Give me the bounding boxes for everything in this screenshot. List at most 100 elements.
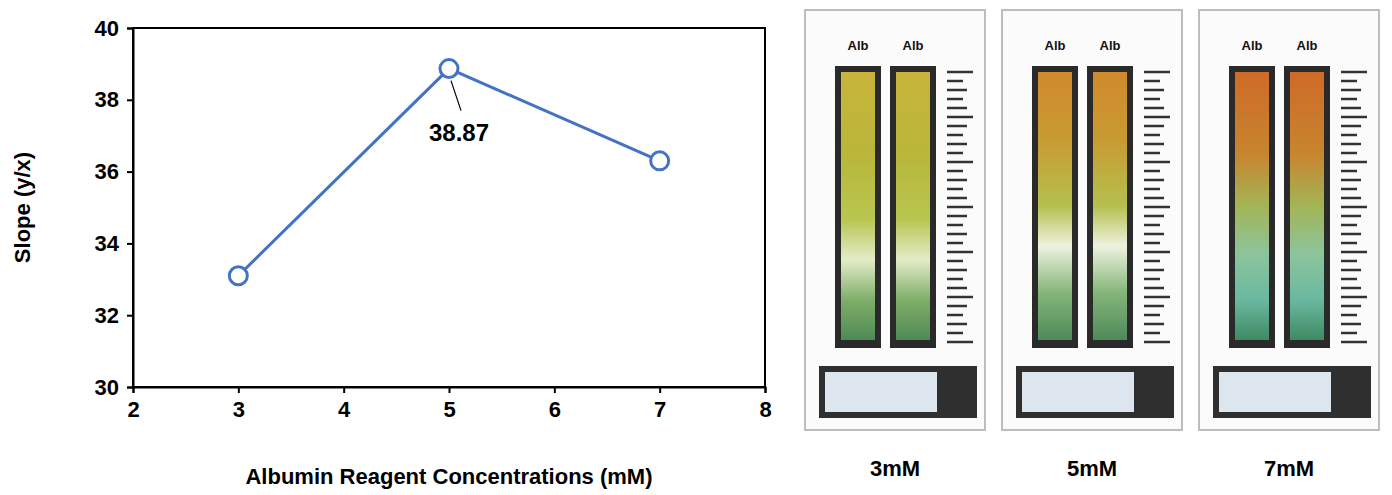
data-point — [440, 60, 458, 78]
ruler-tick — [947, 323, 967, 326]
strip-frame — [1087, 66, 1133, 348]
ruler-tick — [1341, 296, 1367, 299]
lane-label: Alb — [903, 38, 924, 53]
ruler-tick — [1341, 251, 1367, 254]
x-tick-mark — [449, 387, 451, 393]
ruler-tick — [1144, 179, 1164, 182]
ruler-tick — [1341, 125, 1361, 128]
ruler-tick — [1144, 278, 1160, 281]
ruler-tick — [947, 89, 967, 92]
ruler-tick — [947, 341, 973, 344]
ruler-tick — [1144, 188, 1160, 191]
strip-pad — [1038, 72, 1072, 340]
ruler-tick — [1341, 89, 1361, 92]
annotation-leader — [451, 81, 461, 111]
x-tick: 2 — [127, 387, 139, 422]
ruler-tick — [1341, 269, 1361, 272]
x-tick-mark — [659, 387, 661, 393]
ruler-tick — [947, 314, 963, 317]
ruler-tick — [1144, 341, 1170, 344]
ruler-tick — [947, 197, 967, 200]
ruler-tick — [947, 233, 967, 236]
ruler-tick — [1144, 152, 1160, 155]
ruler-tick — [1341, 107, 1361, 110]
card — [1199, 10, 1379, 430]
ruler-tick — [947, 71, 973, 74]
strip-photo: AlbAlb5mM — [1002, 10, 1182, 481]
ruler-tick — [1144, 161, 1170, 164]
ruler-tick — [947, 125, 967, 128]
pad — [1022, 372, 1134, 412]
ruler-tick — [947, 170, 963, 173]
card — [1002, 10, 1182, 430]
x-axis-line — [134, 388, 766, 394]
y-tick-mark — [127, 243, 133, 245]
ruler-tick — [1144, 71, 1170, 74]
ruler-tick — [947, 215, 967, 218]
x-tick-label: 7 — [654, 397, 666, 422]
ruler-tick — [1144, 323, 1164, 326]
ruler-tick — [1144, 314, 1160, 317]
x-tick-label: 2 — [127, 397, 139, 422]
ruler-tick — [1341, 152, 1357, 155]
ruler-tick — [1144, 80, 1160, 83]
ruler-tick — [1341, 287, 1361, 290]
lane-label: Alb — [848, 38, 869, 53]
strip-pad — [841, 72, 875, 340]
x-axis: 2345678 — [127, 387, 771, 422]
pad — [825, 372, 937, 412]
strip-frame — [835, 66, 881, 348]
ruler-tick — [1144, 206, 1170, 209]
strip-pad — [896, 72, 930, 340]
strip-photo: Alb Alb 7mM — [1199, 10, 1379, 481]
strip-pad — [1290, 72, 1324, 340]
y-tick-mark — [127, 28, 133, 30]
x-tick: 7 — [654, 387, 666, 422]
y-axis: 303234363840 — [95, 16, 134, 400]
photo-caption: 3mM — [870, 456, 920, 481]
y-tick: 36 — [95, 159, 133, 184]
y-axis-line — [127, 29, 134, 388]
ruler-tick — [947, 287, 967, 290]
ruler-tick — [947, 116, 973, 119]
ruler-tick — [947, 278, 963, 281]
ruler-tick — [947, 260, 963, 263]
ruler-tick — [947, 224, 963, 227]
ruler-tick — [1341, 323, 1361, 326]
photo-caption: 5mM — [1067, 456, 1117, 481]
y-tick-label: 30 — [95, 375, 119, 400]
x-tick-mark — [554, 387, 556, 393]
x-tick-label: 6 — [549, 397, 561, 422]
strip-frame — [1284, 66, 1330, 348]
ruler-tick — [1144, 305, 1164, 308]
ruler-tick — [1144, 89, 1164, 92]
x-tick-mark — [343, 387, 345, 393]
x-tick: 6 — [549, 387, 561, 422]
ruler-tick — [1144, 197, 1164, 200]
ruler-tick — [1144, 233, 1164, 236]
lane-label: Alb — [1242, 38, 1263, 53]
y-tick-mark — [127, 387, 133, 389]
ruler-tick — [1341, 305, 1361, 308]
y-tick: 32 — [95, 303, 133, 328]
ruler-tick — [1144, 251, 1170, 254]
lane-label: Alb — [1297, 38, 1318, 53]
ruler-tick — [947, 188, 963, 191]
ruler-tick — [1341, 134, 1357, 137]
ruler-tick — [1341, 116, 1367, 119]
x-tick-mark — [238, 387, 240, 393]
ruler-tick — [1341, 161, 1367, 164]
data-point — [651, 152, 669, 170]
ruler-tick — [947, 134, 963, 137]
ruler-tick — [947, 206, 973, 209]
ruler-tick — [1341, 260, 1357, 263]
ruler-tick — [1144, 134, 1160, 137]
card — [805, 10, 985, 430]
ruler-tick — [1144, 170, 1160, 173]
ruler-tick — [1341, 188, 1357, 191]
strip-frame — [890, 66, 936, 348]
ruler-tick — [947, 161, 973, 164]
ruler-tick — [1341, 215, 1361, 218]
strip-frame — [1032, 66, 1078, 348]
photo-caption: 7mM — [1264, 456, 1314, 481]
